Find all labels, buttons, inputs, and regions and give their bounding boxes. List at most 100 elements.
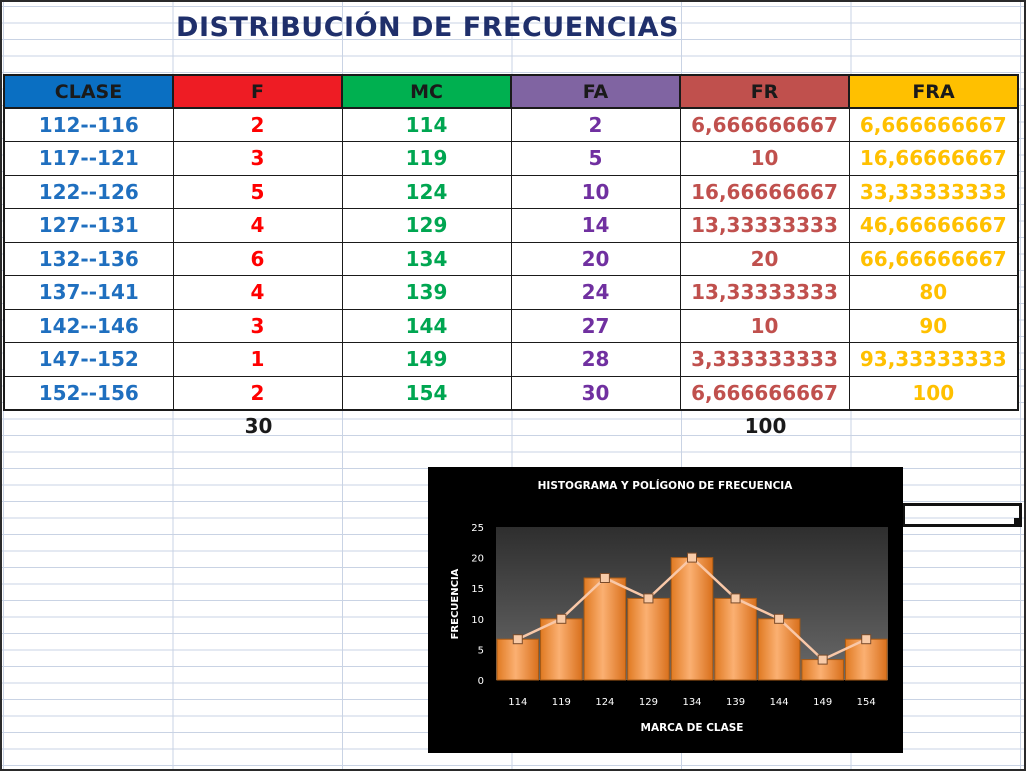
cell-fr[interactable]: 3,333333333 [679,342,850,377]
cell-fr[interactable]: 6,666666667 [679,107,850,142]
header-f[interactable]: F [172,74,343,109]
cell-clase[interactable]: 122--126 [3,174,174,209]
histogram-bar[interactable] [757,618,801,681]
table-row: 112--116 2 114 2 6,666666667 6,666666667 [3,107,1019,142]
cell-fa[interactable]: 27 [510,308,681,343]
cell-fa[interactable]: 20 [510,241,681,276]
cell-fa[interactable]: 14 [510,208,681,243]
x-tick-label: 139 [726,697,745,708]
total-f[interactable]: 30 [244,414,273,438]
x-tick-label: 134 [682,697,701,708]
cell-fra[interactable]: 90 [848,308,1019,343]
cell-fa[interactable]: 5 [510,141,681,176]
cell-fr[interactable]: 20 [679,241,850,276]
cell-fra[interactable]: 33,33333333 [848,174,1019,209]
cell-clase[interactable]: 112--116 [3,107,174,142]
table-row: 137--141 4 139 24 13,33333333 80 [3,275,1019,310]
polygon-point[interactable] [599,573,610,583]
cell-mc[interactable]: 149 [341,342,512,377]
cell-clase[interactable]: 152--156 [3,375,174,411]
histogram-bar[interactable] [496,638,540,681]
cell-clase[interactable]: 127--131 [3,208,174,243]
cell-f[interactable]: 3 [172,141,343,176]
cell-clase[interactable]: 117--121 [3,141,174,176]
polygon-point[interactable] [687,552,697,563]
cell-fa[interactable]: 10 [510,174,681,209]
y-tick-label: 20 [471,554,484,565]
x-tick-label: 154 [857,697,876,708]
cell-mc[interactable]: 144 [341,308,512,343]
polygon-point[interactable] [643,593,654,604]
table-row: 117--121 3 119 5 10 16,66666667 [3,141,1019,176]
table-row: 127--131 4 129 14 13,33333333 46,66666667 [3,208,1019,243]
cell-fr[interactable]: 10 [679,141,850,176]
cell-f[interactable]: 6 [172,241,343,276]
cell-fra[interactable]: 46,66666667 [848,208,1019,243]
y-tick-label: 10 [471,615,484,626]
selected-cell[interactable] [902,503,1022,527]
polygon-point[interactable] [861,634,872,645]
cell-mc[interactable]: 124 [341,174,512,209]
cell-fr[interactable]: 6,666666667 [679,375,850,411]
fill-handle[interactable] [1014,518,1021,525]
cell-f[interactable]: 3 [172,308,343,343]
y-axis-label: FRECUENCIA [450,568,461,639]
cell-fa[interactable]: 2 [510,107,681,142]
cell-clase[interactable]: 142--146 [3,308,174,343]
polygon-point[interactable] [817,654,828,665]
cell-mc[interactable]: 119 [341,141,512,176]
cell-fra[interactable]: 93,33333333 [848,342,1019,377]
histogram-bar[interactable] [627,597,670,681]
header-fra[interactable]: FRA [848,74,1019,109]
cell-mc[interactable]: 129 [341,208,512,243]
cell-mc[interactable]: 114 [341,107,512,142]
histogram-bar[interactable] [670,557,714,681]
cell-mc[interactable]: 139 [341,275,512,310]
cell-fr[interactable]: 13,33333333 [679,275,850,310]
cell-f[interactable]: 5 [172,174,343,209]
x-tick-label: 119 [552,697,571,708]
cell-f[interactable]: 4 [172,208,343,243]
y-tick-label: 0 [478,676,484,687]
cell-fr[interactable]: 16,66666667 [679,174,850,209]
header-mc[interactable]: MC [341,74,512,109]
chart-svg: HISTOGRAMA Y POLÍGONO DE FRECUENCIA 0 5 10… [450,479,888,734]
header-fa[interactable]: FA [510,74,681,109]
total-fr[interactable]: 100 [744,414,787,438]
cell-fra[interactable]: 80 [848,275,1019,310]
cell-fra[interactable]: 16,66666667 [848,141,1019,176]
polygon-point[interactable] [730,593,741,604]
histogram-bar[interactable] [540,618,583,681]
cell-fa[interactable]: 24 [510,275,681,310]
histogram-bar[interactable] [714,597,757,681]
header-clase[interactable]: CLASE [3,74,174,109]
cell-fr[interactable]: 13,33333333 [679,208,850,243]
polygon-point[interactable] [774,613,785,624]
cell-fra[interactable]: 6,666666667 [848,107,1019,142]
cell-clase[interactable]: 132--136 [3,241,174,276]
page-title: DISTRIBUCIÓN DE FRECUENCIAS [176,12,679,43]
cell-clase[interactable]: 137--141 [3,275,174,310]
chart-title: HISTOGRAMA Y POLÍGONO DE FRECUENCIA [538,479,794,492]
cell-fra[interactable]: 66,66666667 [848,241,1019,276]
x-tick-label: 124 [595,697,614,708]
cell-mc[interactable]: 154 [341,375,512,411]
cell-clase[interactable]: 147--152 [3,342,174,377]
cell-fra[interactable]: 100 [848,375,1019,411]
cell-f[interactable]: 2 [172,375,343,411]
cell-fr[interactable]: 10 [679,308,850,343]
cell-f[interactable]: 4 [172,275,343,310]
header-fr[interactable]: FR [679,74,850,109]
x-tick-label: 114 [508,697,527,708]
histogram-chart[interactable]: HISTOGRAMA Y POLÍGONO DE FRECUENCIA 0 5 10… [428,467,903,753]
table-row: 132--136 6 134 20 20 66,66666667 [3,241,1019,276]
cell-fa[interactable]: 28 [510,342,681,377]
cell-f[interactable]: 1 [172,342,343,377]
cell-f[interactable]: 2 [172,107,343,142]
cell-fa[interactable]: 30 [510,375,681,411]
cell-mc[interactable]: 134 [341,241,512,276]
polygon-point[interactable] [512,634,523,645]
x-axis-label: MARCA DE CLASE [641,722,744,734]
polygon-point[interactable] [556,613,567,624]
